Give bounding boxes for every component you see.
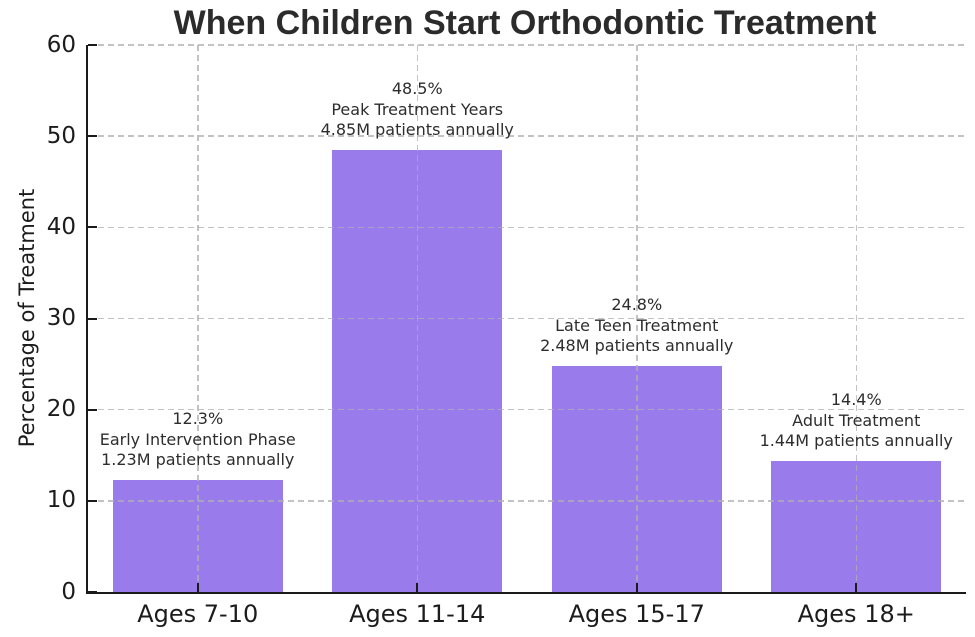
plot-area: 0 10 20 30 40 50 60 Ages 7-10 12.3% Early Interve… [47, 33, 966, 628]
x-tick [635, 583, 638, 592]
h-gridline [88, 500, 966, 502]
annotation-pct: 24.8% [611, 295, 663, 315]
y-tick-label: 0 [61, 578, 76, 605]
annotation-label: Late Teen Treatment [555, 315, 719, 335]
v-gridline [416, 45, 418, 592]
y-tick-label: 10 [46, 487, 76, 514]
x-tick [196, 583, 199, 592]
x-tick-label: Ages 11-14 [349, 600, 486, 628]
y-tick-label: 40 [46, 213, 76, 240]
y-tick [88, 317, 97, 320]
y-tick-label: 30 [46, 305, 76, 331]
annotation-patients: 2.48M patients annually [540, 336, 734, 356]
annotation-label: Adult Treatment [792, 410, 921, 430]
y-tick [88, 135, 97, 138]
bar-annotation: 24.8% Late Teen Treatment 2.48M patients a… [487, 295, 787, 357]
h-gridline [88, 226, 966, 229]
annotation-pct: 48.5% [391, 79, 443, 99]
x-tick-label: Ages 7-10 [137, 600, 259, 628]
x-tick [855, 583, 858, 592]
y-tick-label: 50 [46, 122, 76, 149]
h-gridline [88, 408, 966, 411]
y-tick-label: 60 [46, 31, 76, 58]
y-tick [88, 408, 97, 411]
x-tick-label: Ages 18+ [797, 600, 915, 628]
x-tick-label: Ages 15-17 [568, 600, 705, 628]
y-tick [88, 591, 97, 593]
y-tick-label: 20 [46, 396, 76, 423]
annotation-patients: 4.85M patients annually [320, 120, 514, 140]
y-tick [88, 226, 97, 229]
v-gridline [636, 45, 638, 592]
bar-annotation: 12.3% Early Intervention Phase 1.23M patie… [48, 409, 348, 471]
annotation-label: Early Intervention Phase [99, 429, 296, 449]
x-tick [416, 583, 419, 592]
y-tick [88, 44, 97, 46]
h-gridline [88, 317, 966, 320]
v-gridline [855, 45, 857, 592]
y-tick [88, 499, 97, 502]
bar-annotation: 48.5% Peak Treatment Years 4.85M patients … [267, 79, 567, 141]
bar-annotation: 14.4% Adult Treatment 1.44M patients annua… [706, 390, 975, 452]
annotation-patients: 1.44M patients annually [759, 431, 953, 451]
v-gridline [197, 45, 199, 592]
chart-title: When Children Start Orthodontic Treatmen… [173, 4, 877, 42]
h-gridline [88, 135, 966, 137]
annotation-pct: 12.3% [172, 409, 224, 429]
annotation-patients: 1.23M patients annually [101, 450, 295, 470]
annotation-pct: 14.4% [830, 390, 882, 410]
annotation-label: Peak Treatment Years [331, 99, 504, 119]
h-gridline [88, 44, 966, 46]
